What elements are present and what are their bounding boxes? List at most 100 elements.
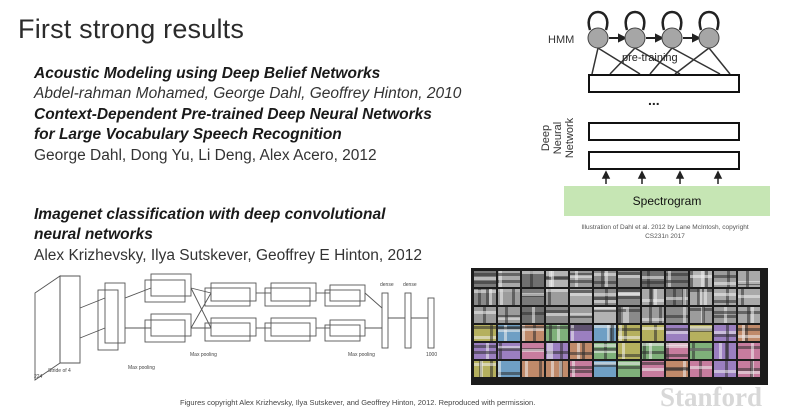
dnn-hmm-diagram bbox=[564, 10, 770, 216]
paper3-title-line2: neural networks bbox=[34, 226, 153, 243]
dnn-layer-top bbox=[588, 74, 740, 93]
hmm-transitions bbox=[609, 33, 702, 43]
filter-tile bbox=[666, 271, 688, 287]
stanford-watermark: Stanford bbox=[660, 382, 763, 412]
filter-tile bbox=[570, 343, 592, 359]
filter-tile bbox=[690, 325, 712, 341]
filter-tile bbox=[474, 325, 496, 341]
alexnet-label-maxpool-1: Max pooling bbox=[128, 365, 155, 371]
dnn-hmm-figure: HMM pre-training ... Deep Neural Network… bbox=[530, 0, 805, 255]
filter-tile bbox=[498, 307, 520, 323]
filter-tile bbox=[594, 361, 616, 377]
alexnet-architecture-figure: Max pooling Max pooling Max pooling dens… bbox=[30, 268, 445, 386]
filter-tile bbox=[642, 325, 664, 341]
filter-tile bbox=[666, 289, 688, 305]
filter-tile bbox=[690, 271, 712, 287]
filter-tile bbox=[714, 307, 736, 323]
spectrogram-band bbox=[564, 186, 770, 216]
spectrogram-label: Spectrogram bbox=[632, 194, 702, 208]
alexnet-diagram bbox=[34, 273, 435, 381]
filter-tile bbox=[594, 343, 616, 359]
filter-tile bbox=[714, 343, 736, 359]
filter-tile bbox=[738, 325, 760, 341]
filter-tile bbox=[738, 271, 760, 287]
filter-tile bbox=[714, 289, 736, 305]
filter-tile bbox=[570, 325, 592, 341]
filter-tile bbox=[498, 343, 520, 359]
filter-tile bbox=[690, 289, 712, 305]
hmm-output-lines bbox=[591, 47, 731, 75]
filter-tile bbox=[522, 343, 544, 359]
filter-tile bbox=[618, 361, 640, 377]
paper2-authors: George Dahl, Dong Yu, Li Deng, Alex Acer… bbox=[34, 147, 377, 164]
conv-filters-grid bbox=[471, 268, 768, 385]
filter-tile bbox=[666, 325, 688, 341]
filter-tile bbox=[618, 343, 640, 359]
filter-tile bbox=[594, 289, 616, 305]
filter-tile bbox=[714, 325, 736, 341]
filter-tile bbox=[546, 343, 568, 359]
alexnet-label-maxpool-3: Max pooling bbox=[348, 352, 375, 358]
filter-tile bbox=[474, 361, 496, 377]
alexnet-label-input-size: 224 bbox=[34, 374, 43, 380]
hmm-nodes bbox=[587, 27, 720, 49]
slide-title: First strong results bbox=[18, 14, 245, 44]
filter-tile bbox=[690, 307, 712, 323]
filter-tile bbox=[498, 361, 520, 377]
filter-tile bbox=[522, 361, 544, 377]
alexnet-label-dense-1: dense bbox=[380, 282, 394, 288]
paper2-title-line1: Context-Dependent Pre-trained Deep Neura… bbox=[34, 106, 432, 123]
filter-tile bbox=[570, 289, 592, 305]
filter-tile bbox=[594, 325, 616, 341]
filter-tile bbox=[570, 307, 592, 323]
filter-tile bbox=[618, 325, 640, 341]
input-arrows bbox=[601, 170, 723, 184]
filter-tile bbox=[690, 343, 712, 359]
filter-tile bbox=[522, 271, 544, 287]
filter-tile bbox=[738, 343, 760, 359]
filter-tile bbox=[642, 361, 664, 377]
paper2-title-line2: for Large Vocabulary Speech Recognition bbox=[34, 126, 342, 143]
filter-tile bbox=[474, 307, 496, 323]
paper3-title-line1: Imagenet classification with deep convol… bbox=[34, 206, 386, 223]
filter-tile bbox=[738, 289, 760, 305]
paper1-authors: Abdel-rahman Mohamed, George Dahl, Geoff… bbox=[34, 85, 462, 102]
deep-neural-network-label: Deep Neural Network bbox=[540, 117, 576, 159]
filter-tile bbox=[546, 289, 568, 305]
dnn-caption-line2: CS231n 2017 bbox=[645, 233, 685, 240]
filter-tile bbox=[666, 307, 688, 323]
hmm-self-loops bbox=[587, 10, 720, 31]
filter-tile bbox=[594, 271, 616, 287]
filter-tile bbox=[618, 289, 640, 305]
layer-ellipsis: ... bbox=[648, 92, 660, 108]
filter-tile bbox=[738, 361, 760, 377]
filter-tile bbox=[498, 325, 520, 341]
filter-tile bbox=[570, 361, 592, 377]
figures-copyright-caption: Figures copyright Alex Krizhevsky, Ilya … bbox=[180, 398, 536, 407]
paper1-title: Acoustic Modeling using Deep Belief Netw… bbox=[34, 65, 381, 82]
filter-tile bbox=[546, 271, 568, 287]
filter-tile bbox=[570, 271, 592, 287]
filter-tile bbox=[594, 307, 616, 323]
alexnet-label-output-size: 1000 bbox=[426, 352, 438, 358]
hmm-label: HMM bbox=[548, 34, 575, 46]
dnn-caption-line1: Illustration of Dahl et al. 2012 by Lane… bbox=[581, 224, 749, 231]
filter-tile bbox=[690, 361, 712, 377]
filter-tile bbox=[474, 343, 496, 359]
filter-tile bbox=[738, 307, 760, 323]
dnn-layer-bottom bbox=[588, 151, 740, 170]
filter-tile bbox=[522, 307, 544, 323]
filter-tile bbox=[642, 307, 664, 323]
filter-tile bbox=[546, 361, 568, 377]
paper3-authors: Alex Krizhevsky, Ilya Sutskever, Geoffre… bbox=[34, 247, 422, 264]
alexnet-label-maxpool-2: Max pooling bbox=[190, 352, 217, 358]
filter-tile bbox=[546, 325, 568, 341]
filter-tile bbox=[642, 289, 664, 305]
filter-tile bbox=[474, 271, 496, 287]
conv-filters-image bbox=[474, 271, 760, 377]
filter-tile bbox=[666, 343, 688, 359]
dnn-layer-middle bbox=[588, 122, 740, 141]
filter-tile bbox=[714, 361, 736, 377]
filter-tile bbox=[474, 289, 496, 305]
filter-tile bbox=[714, 271, 736, 287]
